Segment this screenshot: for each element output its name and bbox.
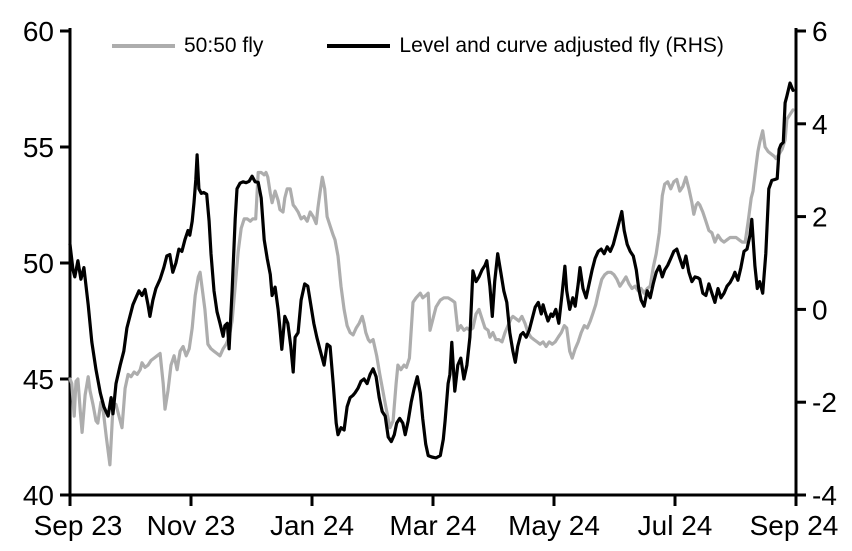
series-line-black [68,81,795,460]
right-axis-tick-label: -2 [812,387,837,418]
x-axis-tick-label: Sep 24 [750,510,839,541]
right-axis-tick-label: 4 [812,109,828,140]
x-axis-tick-label: Jul 24 [638,510,713,541]
left-axis-tick-label: 50 [23,248,54,279]
legend-item-5050-fly: 50:50 fly [112,33,263,59]
left-axis-tick-label: 40 [23,480,54,511]
right-axis-tick-label: 0 [812,294,828,325]
legend-label-5050-fly: 50:50 fly [184,34,264,57]
x-axis-tick-label: Sep 23 [34,510,123,541]
legend-line-sample-gray [112,44,175,48]
chart-legend: 50:50 fly Level and curve adjusted fly (… [112,33,724,59]
legend-line-sample-black [327,44,391,48]
right-axis-tick-label: 6 [812,16,828,47]
legend-label-adjusted-fly: Level and curve adjusted fly (RHS) [399,34,724,57]
right-axis-tick-label: -4 [812,480,837,511]
right-axis-tick-label: 2 [812,202,828,233]
series-line-gray [68,108,795,467]
left-axis-tick-label: 45 [23,364,54,395]
x-axis-tick-label: Jan 24 [270,510,354,541]
legend-item-adjusted-fly: Level and curve adjusted fly (RHS) [327,33,724,59]
x-axis-tick-label: Mar 24 [389,510,476,541]
left-axis-tick-label: 55 [23,132,54,163]
left-axis-tick-label: 60 [23,16,54,47]
x-axis-tick-label: Nov 23 [147,510,236,541]
x-axis-tick-label: May 24 [508,510,600,541]
